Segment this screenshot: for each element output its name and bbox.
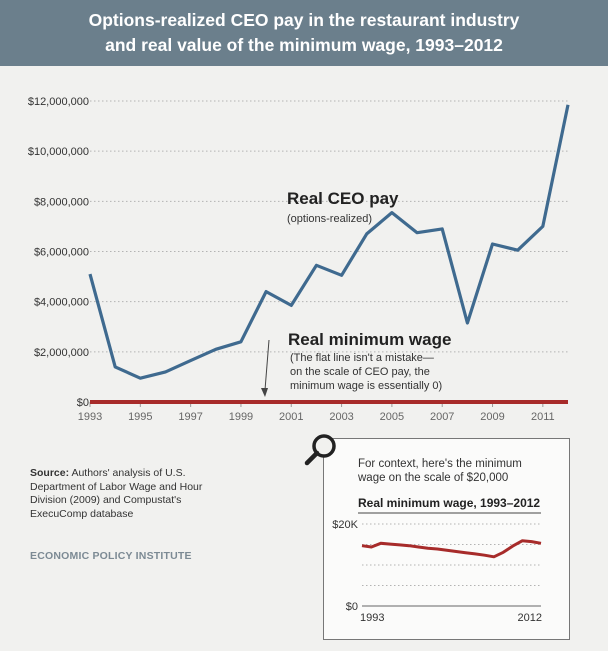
x-tick-label: 1997 — [178, 411, 202, 423]
annotation-arrow — [264, 339, 270, 391]
source-label: Source: — [30, 467, 70, 479]
wage-label: Real minimum wage — [288, 330, 451, 349]
inset-x-tick-label: 2012 — [518, 612, 542, 624]
ceo-pay-line — [88, 104, 570, 380]
inset-title: Real minimum wage, 1993–2012 — [358, 496, 540, 510]
magnifier-handle — [304, 450, 320, 466]
inset-x-tick-label: 1993 — [360, 612, 384, 624]
chart-title-line-1: Options-realized CEO pay in the restaura… — [88, 10, 520, 30]
ceo-pay-label: Real CEO pay — [287, 189, 399, 208]
ceo-pay-sublabel: (options-realized) — [287, 213, 372, 225]
inset-context-line: wage on the scale of $20,000 — [357, 472, 508, 484]
x-tick-label: 1993 — [78, 411, 102, 423]
chart-title-line-2: and real value of the minimum wage, 1993… — [105, 35, 503, 55]
wage-note-line: minimum wage is essentially 0) — [290, 380, 442, 392]
x-tick-label: 1999 — [229, 411, 253, 423]
y-tick-label: $8,000,000 — [34, 196, 89, 208]
y-tick-label: $0 — [77, 397, 89, 409]
source-note: Source: Authors' analysis of U.S. Depart… — [30, 467, 210, 521]
y-tick-label: $12,000,000 — [28, 96, 89, 108]
inset-y-tick-label: $20K — [332, 519, 358, 531]
y-tick-label: $4,000,000 — [34, 297, 89, 309]
x-tick-label: 2003 — [329, 411, 353, 423]
magnifier-icon — [312, 434, 336, 458]
x-tick-label: 2011 — [531, 411, 555, 423]
title-banner: Options-realized CEO pay in the restaura… — [0, 0, 608, 66]
source-text: Authors' analysis of U.S. Department of … — [30, 467, 203, 520]
inset-context-line: For context, here's the minimum — [358, 458, 522, 470]
inset-y-tick-label: $0 — [346, 601, 358, 613]
x-tick-label: 1995 — [128, 411, 152, 423]
x-tick-label: 2001 — [279, 411, 303, 423]
wage-note-line: on the scale of CEO pay, the — [290, 366, 430, 378]
annotation-arrowhead — [261, 388, 268, 397]
wage-note-line: (The flat line isn't a mistake— — [290, 352, 434, 364]
y-tick-label: $6,000,000 — [34, 247, 89, 259]
x-tick-label: 2005 — [380, 411, 404, 423]
inset-wage-line — [361, 539, 542, 559]
y-tick-label: $10,000,000 — [28, 146, 89, 158]
y-tick-label: $2,000,000 — [34, 347, 89, 359]
x-tick-label: 2007 — [430, 411, 454, 423]
publisher-credit: ECONOMIC POLICY INSTITUTE — [30, 550, 192, 562]
x-tick-label: 2009 — [480, 411, 504, 423]
